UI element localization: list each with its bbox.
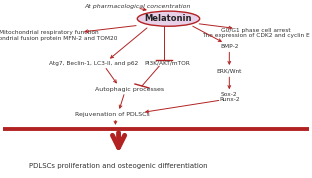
Text: At pharmacological concentration: At pharmacological concentration xyxy=(84,4,191,9)
Text: PI3K/AKT/mTOR: PI3K/AKT/mTOR xyxy=(144,61,190,66)
Text: BMP-2: BMP-2 xyxy=(220,44,239,49)
Text: Melatonin: Melatonin xyxy=(145,14,192,23)
Ellipse shape xyxy=(137,11,200,26)
Text: ERK/Wnt: ERK/Wnt xyxy=(217,69,242,74)
Text: Sox-2
Runx-2: Sox-2 Runx-2 xyxy=(219,92,240,102)
Text: Rejuvenation of PDLSCs: Rejuvenation of PDLSCs xyxy=(75,112,150,117)
Text: Autophagic processes: Autophagic processes xyxy=(95,87,164,91)
Text: G0/G1 phase cell arrest
The expression of CDK2 and cyclin E: G0/G1 phase cell arrest The expression o… xyxy=(202,28,310,38)
Text: PDLSCs proliferation and osteogenic differentiation: PDLSCs proliferation and osteogenic diff… xyxy=(29,163,208,169)
Text: Atg7, Beclin-1, LC3-II, and p62: Atg7, Beclin-1, LC3-II, and p62 xyxy=(49,61,138,66)
Text: Mitochondrial respiratory function
Mitochondrial fusion protein MFN-2 and TOM20: Mitochondrial respiratory function Mitoc… xyxy=(0,30,118,41)
